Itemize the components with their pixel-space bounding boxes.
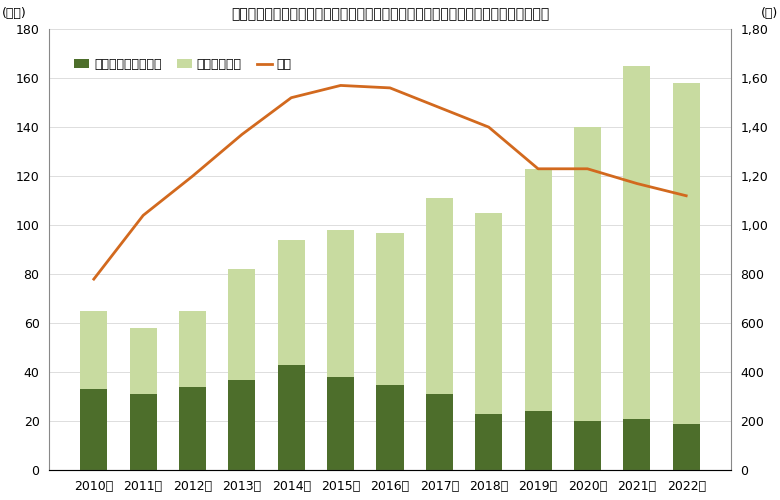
本数 [434, 104, 444, 110]
Bar [327, 377, 354, 470]
Bar [229, 380, 256, 470]
Bar [574, 127, 601, 422]
本数 [89, 276, 98, 282]
Bar [80, 311, 108, 390]
Bar [574, 422, 601, 470]
本数 [534, 166, 543, 172]
Bar [475, 213, 502, 414]
Title: 公募投資信託と毎月分配型ファンドの純資産総額、毎月分配型ファンドの本数の推移: 公募投資信託と毎月分配型ファンドの純資産総額、毎月分配型ファンドの本数の推移 [231, 7, 549, 21]
Bar [377, 232, 403, 384]
Bar [672, 424, 700, 470]
Bar [524, 412, 551, 470]
Bar [524, 169, 551, 412]
Bar [377, 384, 403, 470]
Bar [327, 230, 354, 377]
Bar [278, 240, 305, 365]
Bar [278, 365, 305, 470]
Text: (本): (本) [761, 7, 778, 20]
Text: (兆円): (兆円) [2, 7, 27, 20]
Bar [623, 66, 651, 419]
Bar [129, 328, 157, 394]
Line: 本数: 本数 [94, 86, 686, 279]
Bar [80, 390, 108, 470]
本数 [237, 132, 246, 138]
Bar [229, 270, 256, 380]
Bar [623, 419, 651, 470]
Bar [179, 311, 206, 387]
Bar [475, 414, 502, 470]
本数 [583, 166, 592, 172]
Bar [129, 394, 157, 470]
本数 [632, 180, 641, 186]
本数 [188, 173, 197, 179]
本数 [336, 82, 346, 88]
本数 [484, 124, 494, 130]
Bar [426, 394, 453, 470]
Legend: 毎月分配型ファンド, 公募投資信託, 本数: 毎月分配型ファンド, 公募投資信託, 本数 [69, 53, 296, 76]
本数 [385, 85, 395, 91]
本数 [286, 94, 296, 100]
本数 [139, 212, 148, 218]
Bar [672, 83, 700, 424]
本数 [682, 193, 691, 199]
Bar [426, 198, 453, 394]
Bar [179, 387, 206, 470]
